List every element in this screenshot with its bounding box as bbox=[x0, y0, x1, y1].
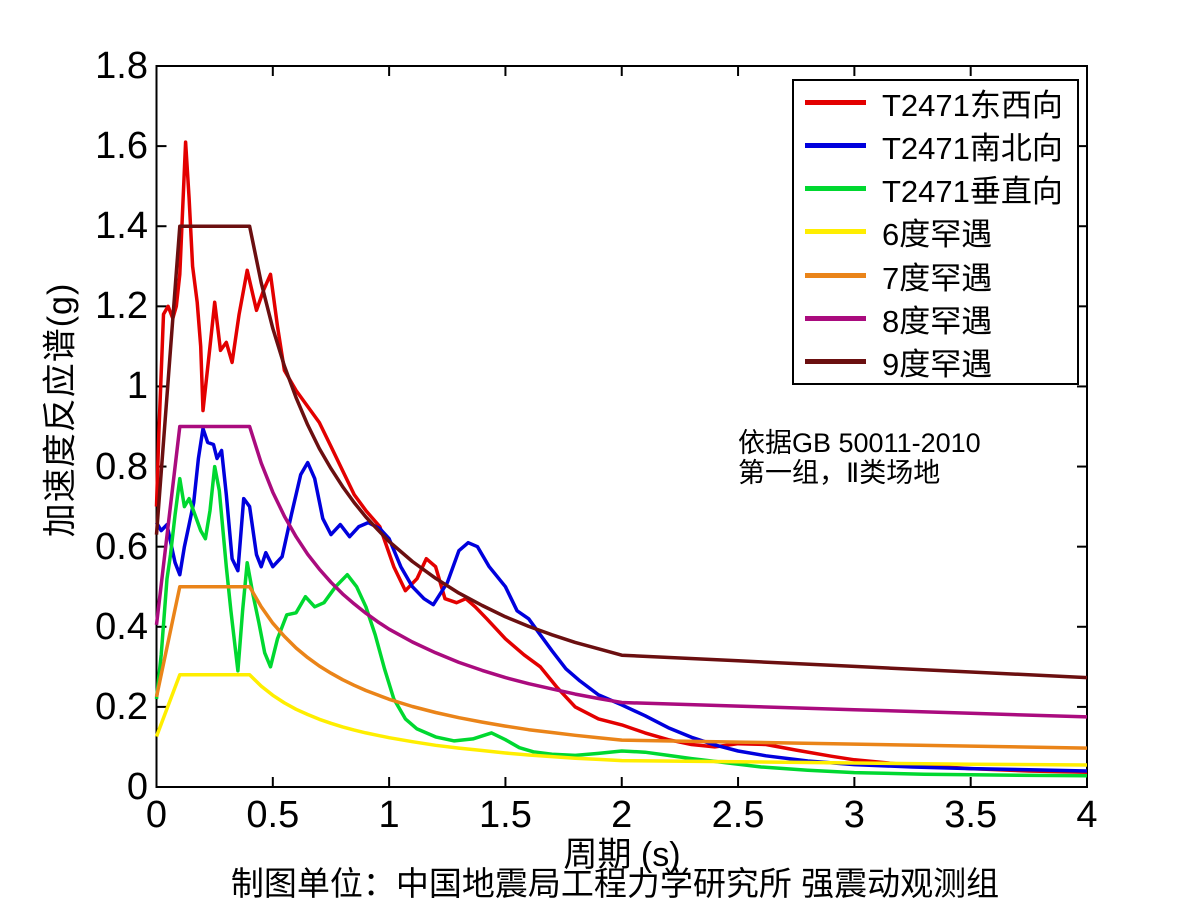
legend-label: 6度罕遇 bbox=[882, 217, 993, 253]
legend-swatch-icon bbox=[805, 272, 866, 278]
legend-row: 9度罕遇 bbox=[794, 340, 1077, 382]
legend-swatch-icon bbox=[805, 358, 866, 364]
legend-label: T2471东西向 bbox=[882, 88, 1063, 124]
series-line-3 bbox=[154, 673, 1088, 767]
series-line-5 bbox=[154, 424, 1088, 719]
x-tick-label: 4 bbox=[1076, 794, 1098, 836]
x-tick-label: 2.5 bbox=[711, 794, 765, 836]
x-axis-label: 周期 (s) bbox=[563, 836, 681, 874]
legend-label: 8度罕遇 bbox=[882, 303, 993, 339]
y-tick-label: 0.6 bbox=[95, 525, 148, 568]
legend-swatch-icon bbox=[805, 143, 866, 149]
legend-row: 8度罕遇 bbox=[794, 297, 1077, 339]
y-axis-label: 加速度反应谱(g) bbox=[41, 282, 80, 538]
legend-label: T2471垂直向 bbox=[882, 174, 1063, 210]
x-tick-label: 3.5 bbox=[944, 794, 998, 836]
series-line-1 bbox=[154, 426, 1088, 773]
y-tick-label: 1 bbox=[126, 365, 148, 408]
x-tick-label: 0 bbox=[145, 794, 168, 836]
legend-swatch-icon bbox=[805, 100, 866, 106]
series-line-4 bbox=[154, 584, 1088, 750]
legend-swatch-icon bbox=[805, 229, 866, 235]
x-tick-label: 1.5 bbox=[479, 794, 532, 836]
series-line-6 bbox=[154, 224, 1088, 680]
y-tick-label: 0.4 bbox=[95, 605, 148, 648]
caption: 制图单位：中国地震局工程力学研究所 强震动观测组 bbox=[230, 865, 1000, 902]
y-tick-label: 0.2 bbox=[95, 685, 148, 728]
annotation-line-2: 第一组，Ⅱ类场地 bbox=[738, 458, 941, 488]
annotation: 依据GB 50011-2010 第一组，Ⅱ类场地 bbox=[738, 428, 981, 488]
legend-row: T2471南北向 bbox=[794, 125, 1077, 167]
y-tick-label: 0 bbox=[126, 766, 148, 808]
legend-label: T2471南北向 bbox=[882, 131, 1063, 167]
series-line-2 bbox=[154, 464, 1088, 778]
legend-label: 9度罕遇 bbox=[882, 346, 993, 382]
x-tick-label: 0.5 bbox=[246, 794, 300, 836]
legend-swatch-icon bbox=[805, 186, 866, 192]
legend-swatch-icon bbox=[805, 315, 866, 321]
legend-row: 6度罕遇 bbox=[794, 211, 1077, 253]
legend: T2471东西向 T2471南北向 T2471垂直向 6度罕遇 7度罕遇 8度罕遇 9度罕遇 bbox=[792, 79, 1079, 385]
annotation-line-1: 依据GB 50011-2010 bbox=[738, 428, 981, 458]
legend-row: T2471垂直向 bbox=[794, 168, 1077, 210]
y-tick-label: 1.4 bbox=[95, 205, 148, 248]
legend-row: 7度罕遇 bbox=[794, 254, 1077, 296]
x-tick-label: 2 bbox=[611, 794, 633, 836]
x-tick-label: 1 bbox=[378, 794, 400, 836]
legend-row: T2471东西向 bbox=[794, 82, 1077, 124]
y-tick-label: 1.8 bbox=[95, 45, 148, 87]
y-tick-label: 1.2 bbox=[95, 285, 148, 328]
y-tick-label: 1.6 bbox=[95, 125, 148, 168]
legend-label: 7度罕遇 bbox=[882, 260, 993, 296]
x-tick-label: 3 bbox=[843, 794, 865, 836]
y-tick-label: 0.8 bbox=[95, 445, 148, 488]
